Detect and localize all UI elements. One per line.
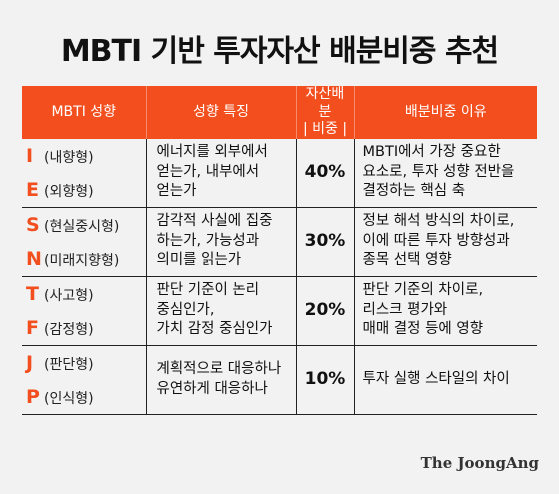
table-row: T (사고형) F (감정형) 판단 기준이 논리 중심인가, 가치 감정 중심인가 20% 판… — [22, 276, 537, 346]
reason-line: 투자 실행 스타일의 차이 — [362, 370, 510, 387]
type-letter: S — [26, 213, 40, 236]
type-cell: I (내향형) E (외향형) — [22, 138, 146, 208]
type-line: N (미래지향형) — [26, 242, 142, 276]
table-row: I (내향형) E (외향형) 에너지를 외부에서 얻는가, 내부에서 얻는가 40% MBTI… — [22, 138, 537, 208]
type-cell: J (판단형) P (인식형) — [22, 345, 146, 415]
reason-line: 매매 결정 등에 영향 — [362, 321, 484, 338]
type-name: (현실중시형) — [44, 218, 120, 235]
allocation-table-wrap: MBTI 성향 성향 특징 자산배분 | 비중 | 배분비중 이유 I (내향형)… — [22, 86, 537, 415]
type-name: (감정형) — [44, 321, 94, 338]
type-line: P (인식형) — [26, 380, 142, 414]
type-line: F (감정형) — [26, 311, 142, 345]
table-header: MBTI 성향 성향 특징 자산배분 | 비중 | 배분비중 이유 — [22, 86, 537, 139]
header-traits: 성향 특징 — [145, 86, 296, 139]
traits-line: 얻는가 — [156, 183, 197, 200]
reason-line: 정보 해석 방식의 차이로, — [362, 213, 515, 230]
reason-line: 종목 선택 영향 — [362, 252, 452, 269]
reason-line: MBTI에서 가장 중요한 — [362, 144, 501, 161]
type-line: T (사고형) — [26, 277, 142, 311]
type-name: (내향형) — [44, 149, 94, 166]
header-type: MBTI 성향 — [22, 86, 146, 139]
type-letter: E — [26, 178, 39, 201]
type-name: (사고형) — [44, 287, 94, 304]
traits-line: 계획적으로 대응하나 — [156, 360, 282, 377]
header-reason: 배분비중 이유 — [353, 86, 537, 139]
type-line: S (현실중시형) — [26, 208, 142, 242]
ratio-cell: 30% — [295, 207, 354, 277]
type-letter: P — [26, 385, 40, 408]
table-body: I (내향형) E (외향형) 에너지를 외부에서 얻는가, 내부에서 얻는가 40% MBTI… — [22, 138, 537, 415]
header-ratio-separator: | — [302, 121, 308, 137]
header-ratio: 자산배분 | 비중 | — [295, 86, 354, 139]
type-cell: T (사고형) F (감정형) — [22, 276, 146, 346]
type-line: E (외향형) — [26, 173, 142, 207]
ratio-cell: 20% — [295, 276, 354, 346]
type-cell: S (현실중시형) N (미래지향형) — [22, 207, 146, 277]
type-letter: N — [26, 247, 42, 270]
table-row: S (현실중시형) N (미래지향형) 감각적 사실에 집중 하는가, 가능성과 의미를 읽… — [22, 207, 537, 277]
header-ratio-line2: 비중 — [312, 121, 338, 137]
traits-line: 에너지를 외부에서 — [156, 144, 268, 161]
allocation-table: MBTI 성향 성향 특징 자산배분 | 비중 | 배분비중 이유 I (내향형)… — [22, 86, 537, 415]
type-letter: T — [26, 282, 39, 305]
type-line: I (내향형) — [26, 139, 142, 173]
reason-line: 결정하는 핵심 축 — [362, 183, 466, 200]
reason-line: 리스크 평가와 — [362, 301, 448, 318]
traits-line: 유연하게 대응하나 — [156, 380, 268, 397]
reason-line: 판단 기준의 차이로, — [362, 282, 484, 299]
type-line: J (판단형) — [26, 346, 142, 380]
traits-line: 판단 기준이 논리 — [156, 282, 260, 299]
type-letter: J — [26, 351, 34, 374]
header-ratio-separator: | — [342, 121, 348, 137]
type-name: (인식형) — [44, 390, 94, 407]
reason-line: 요소로, 투자 성향 전반을 — [362, 163, 515, 180]
header-ratio-line1: 자산배분 — [305, 86, 345, 120]
ratio-cell: 10% — [295, 345, 354, 415]
table-row: J (판단형) P (인식형) 계획적으로 대응하나 유연하게 대응하나 10% 투자 실행 … — [22, 345, 537, 415]
page-title: MBTI 기반 투자자산 배분비중 추천 — [60, 34, 499, 69]
traits-line: 중심인가, — [156, 301, 215, 318]
traits-line: 감각적 사실에 집중 — [156, 213, 273, 230]
traits-line: 의미를 읽는가 — [156, 252, 242, 269]
type-letter: F — [26, 316, 39, 339]
traits-line: 얻는가, 내부에서 — [156, 163, 260, 180]
type-name: (미래지향형) — [44, 252, 120, 269]
type-name: (외향형) — [44, 183, 94, 200]
traits-line: 하는가, 가능성과 — [156, 232, 260, 249]
type-name: (판단형) — [44, 356, 94, 373]
reason-cell: 투자 실행 스타일의 차이 — [353, 345, 537, 415]
reason-line: 이에 따른 투자 방향성과 — [362, 232, 510, 249]
type-letter: I — [26, 144, 34, 167]
ratio-cell: 40% — [295, 138, 354, 208]
traits-line: 가치 감정 중심인가 — [156, 321, 273, 338]
publisher-logo: The JoongAng — [420, 454, 539, 472]
